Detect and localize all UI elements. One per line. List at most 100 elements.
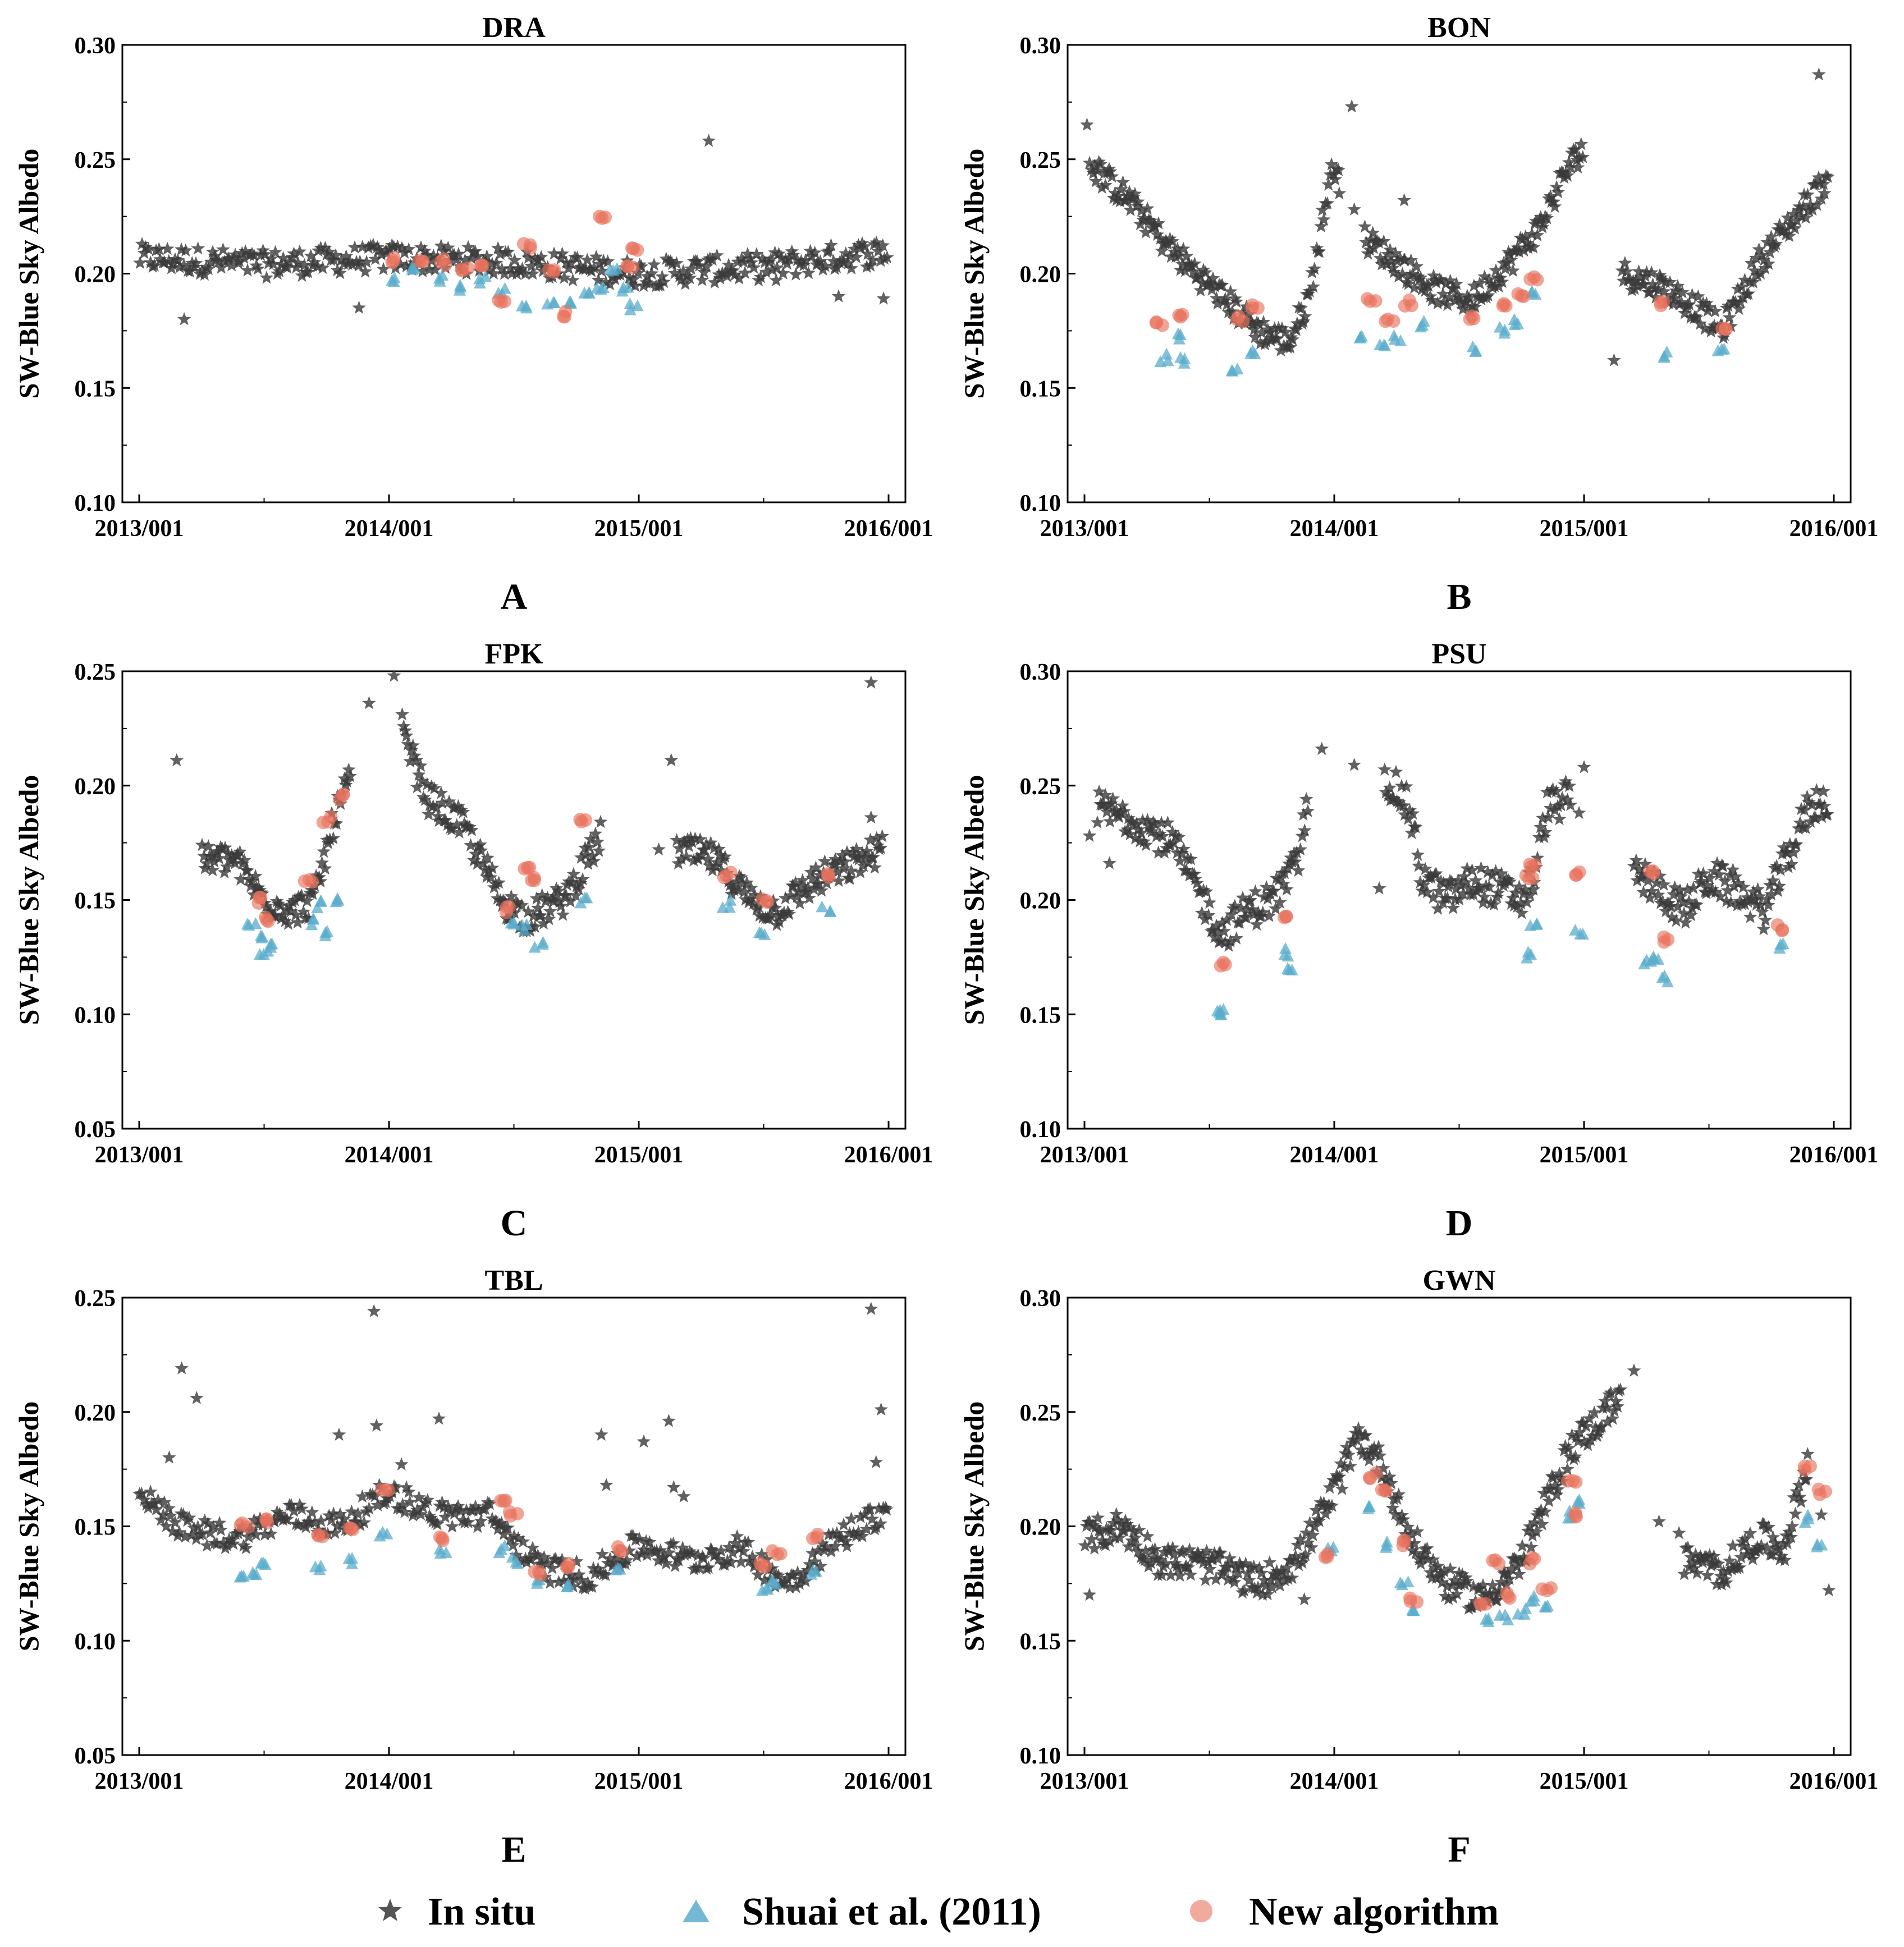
new-algorithm-point — [298, 874, 312, 888]
in-situ-point — [1140, 813, 1155, 826]
in-situ-point — [445, 822, 459, 836]
in-situ-point — [450, 818, 464, 831]
plot-area — [133, 134, 894, 326]
shuai-point — [498, 282, 511, 294]
in-situ-point — [664, 753, 679, 767]
in-situ-point — [789, 267, 803, 281]
in-situ-point — [1526, 240, 1540, 254]
in-situ-point — [198, 861, 212, 874]
in-situ-point — [1595, 1419, 1609, 1433]
in-situ-point — [659, 1556, 674, 1570]
in-situ-point — [1154, 816, 1169, 829]
shuai-point — [433, 272, 446, 284]
in-situ-point — [1289, 845, 1304, 859]
in-situ-point — [270, 1505, 284, 1518]
in-situ-point — [1546, 194, 1561, 208]
in-situ-point — [1734, 1550, 1749, 1564]
in-situ-point — [1490, 1593, 1504, 1606]
in-situ-point — [485, 256, 500, 270]
shuai-point — [331, 892, 344, 904]
shuai-point — [1479, 1612, 1492, 1625]
in-situ-point — [1465, 863, 1479, 877]
in-situ-point — [1769, 1540, 1783, 1554]
in-situ-point — [452, 825, 466, 839]
in-situ-point — [1086, 166, 1101, 180]
new-algorithm-point — [1544, 1581, 1558, 1595]
in-situ-point — [1259, 334, 1274, 348]
in-situ-point — [1562, 778, 1577, 792]
in-situ-point — [1392, 1487, 1406, 1501]
in-situ-point — [746, 896, 761, 910]
new-algorithm-point — [542, 263, 556, 277]
y-tick-label: 0.30 — [1020, 33, 1061, 59]
in-situ-point — [793, 896, 807, 910]
in-situ-point — [666, 1480, 681, 1494]
y-tick-label: 0.25 — [75, 659, 116, 685]
in-situ-point — [1442, 290, 1457, 304]
y-tick-label: 0.10 — [1020, 491, 1061, 516]
in-situ-point — [435, 795, 450, 809]
in-situ-point — [162, 1501, 176, 1515]
y-tick-label: 0.15 — [75, 1515, 116, 1541]
y-tick-label: 0.05 — [75, 1743, 116, 1769]
new-algorithm-point — [1318, 1550, 1332, 1564]
in-situ-point — [1780, 845, 1795, 859]
in-situ-point — [786, 1568, 800, 1582]
in-situ-point — [1498, 262, 1513, 275]
in-situ-point — [1440, 891, 1455, 905]
shuai-point — [617, 281, 630, 294]
in-situ-point — [1619, 264, 1633, 278]
shuai-point — [580, 891, 593, 904]
in-situ-point — [873, 1517, 888, 1530]
y-tick-label: 0.15 — [1020, 1629, 1061, 1655]
in-situ-point — [747, 260, 761, 274]
new-algorithm-point — [438, 258, 452, 272]
in-situ-point — [237, 853, 251, 867]
in-situ-point — [1148, 1542, 1162, 1555]
in-situ-point — [151, 1493, 165, 1506]
in-situ-point — [1720, 883, 1735, 897]
in-situ-point — [264, 904, 278, 918]
in-situ-point — [1493, 271, 1508, 285]
in-situ-point — [1403, 803, 1417, 817]
in-situ-point — [802, 1557, 817, 1571]
in-situ-point — [1241, 903, 1255, 917]
y-tick-label: 0.25 — [1020, 774, 1061, 800]
in-situ-point — [770, 260, 784, 274]
in-situ-point — [543, 904, 557, 918]
in-situ-point — [466, 853, 481, 867]
in-situ-point — [706, 863, 720, 877]
in-situ-point — [1314, 219, 1328, 233]
in-situ-point — [1228, 899, 1242, 912]
in-situ-point — [653, 278, 667, 292]
in-situ-point — [1115, 798, 1130, 812]
in-situ-point — [1090, 815, 1105, 829]
new-algorithm-point — [259, 1513, 273, 1527]
in-situ-point — [1161, 816, 1175, 829]
in-situ-point — [1605, 1412, 1620, 1425]
in-situ-point — [1379, 785, 1393, 799]
new-algorithm-point — [1218, 958, 1232, 972]
in-situ-point — [1458, 875, 1473, 889]
new-algorithm-point — [1715, 322, 1729, 336]
in-situ-point — [1429, 1570, 1444, 1584]
in-situ-point — [1234, 901, 1248, 914]
in-situ-point — [1431, 1559, 1445, 1573]
in-situ-point — [1256, 315, 1271, 328]
in-situ-point — [1294, 301, 1308, 314]
new-algorithm-point — [1523, 272, 1537, 286]
shuai-point — [381, 1527, 393, 1540]
in-situ-point — [723, 878, 738, 891]
in-situ-point — [1685, 1556, 1700, 1569]
in-situ-point — [1462, 881, 1476, 895]
in-situ-point — [287, 246, 301, 260]
in-situ-point — [1746, 275, 1760, 288]
in-situ-point — [1736, 1539, 1751, 1552]
in-situ-point — [239, 1541, 253, 1555]
shuai-point — [1656, 971, 1669, 983]
in-situ-point — [1560, 168, 1575, 182]
in-situ-point — [1816, 177, 1830, 190]
in-situ-point — [454, 1504, 468, 1517]
in-situ-point — [491, 241, 505, 255]
x-tick-label: 2013/001 — [95, 516, 184, 542]
